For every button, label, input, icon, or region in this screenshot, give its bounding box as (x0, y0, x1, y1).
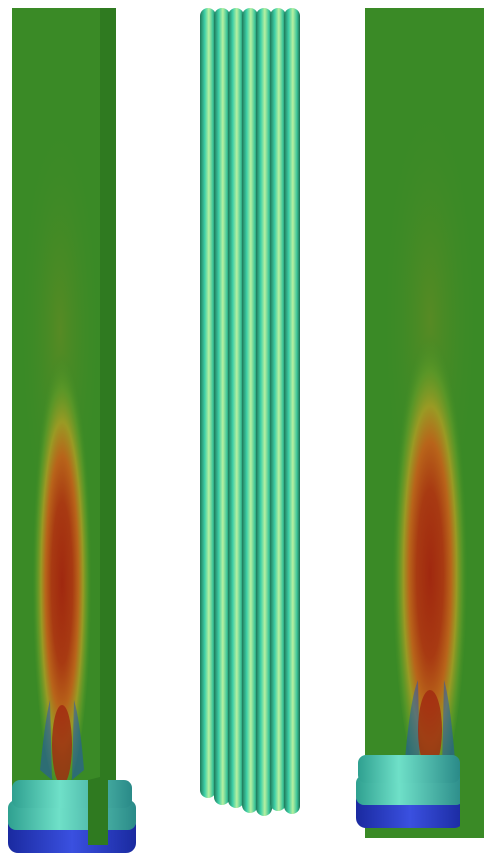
panel-edge-lower (88, 775, 108, 845)
tube (284, 8, 300, 814)
tube (228, 8, 244, 808)
flame (392, 310, 468, 790)
flame-root (40, 700, 84, 780)
panel-edge-lower (460, 755, 484, 838)
tube (270, 8, 286, 811)
panel-edge (100, 8, 116, 845)
tube (214, 8, 230, 805)
burner-top (358, 755, 460, 783)
tube-bundle (200, 8, 300, 816)
flame-core (418, 690, 442, 770)
tube (256, 8, 272, 816)
burner-top (12, 780, 132, 808)
tube (242, 8, 258, 813)
left-panel (8, 8, 136, 853)
flame-core (52, 705, 72, 785)
flame-root (405, 680, 455, 770)
right-panel (356, 8, 484, 838)
flame (32, 330, 92, 790)
tube (200, 8, 216, 798)
